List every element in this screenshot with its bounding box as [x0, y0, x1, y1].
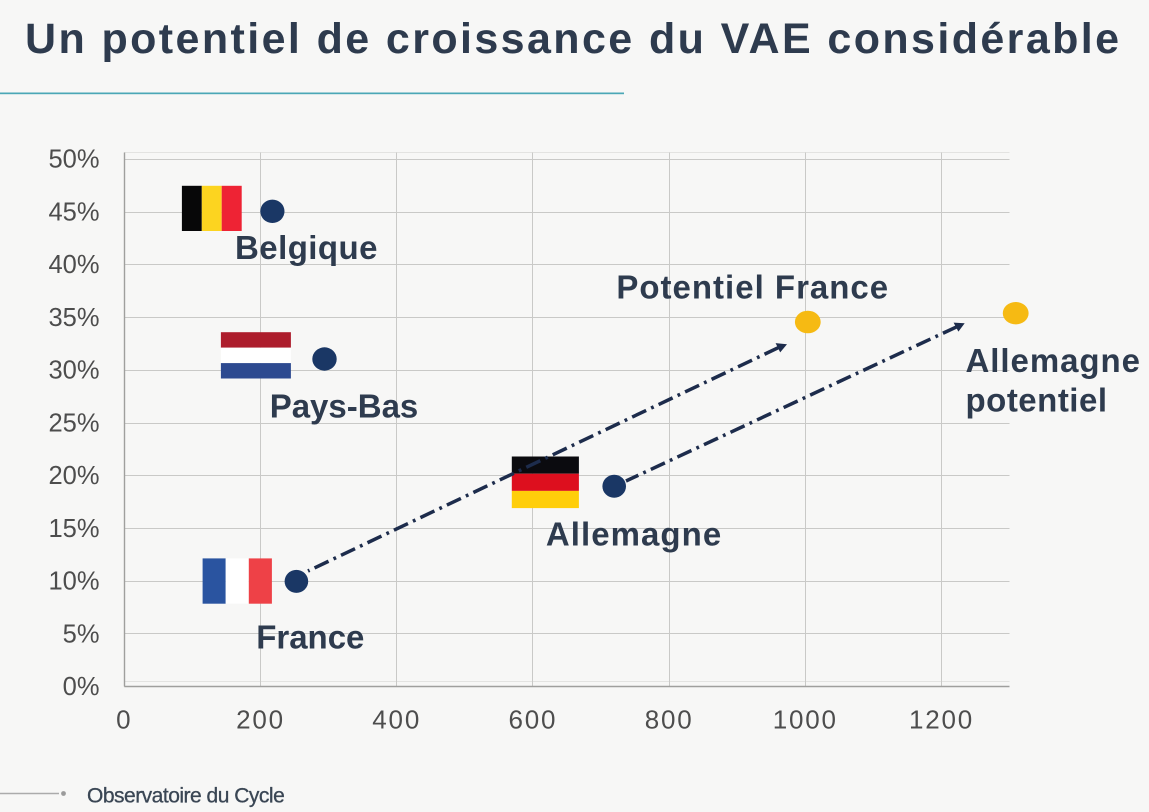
svg-text:50%: 50% [48, 146, 99, 174]
svg-text:1000: 1000 [773, 705, 838, 735]
svg-text:Observatoire du Cycle: Observatoire du Cycle [87, 785, 284, 808]
svg-text:30%: 30% [48, 357, 99, 385]
svg-text:potentiel: potentiel [966, 382, 1108, 419]
svg-text:200: 200 [236, 705, 285, 735]
svg-text:Allemagne: Allemagne [546, 515, 722, 552]
svg-text:20%: 20% [48, 462, 99, 490]
svg-text:10%: 10% [48, 568, 99, 596]
svg-text:France: France [256, 619, 364, 656]
svg-text:0%: 0% [63, 673, 100, 701]
svg-text:400: 400 [372, 705, 421, 735]
svg-text:Un potentiel de croissance du: Un potentiel de croissance du VAE consid… [25, 15, 1121, 63]
svg-text:25%: 25% [48, 409, 99, 437]
svg-text:5%: 5% [63, 620, 100, 648]
svg-text:35%: 35% [48, 304, 99, 332]
svg-text:15%: 15% [48, 515, 99, 543]
svg-text:600: 600 [509, 705, 558, 735]
svg-text:Potentiel France: Potentiel France [616, 268, 889, 305]
svg-text:45%: 45% [48, 198, 99, 226]
svg-text:40%: 40% [48, 251, 99, 279]
svg-text:0: 0 [116, 705, 132, 735]
svg-text:Pays-Bas: Pays-Bas [270, 388, 419, 425]
svg-text:800: 800 [645, 705, 694, 735]
svg-text:Belgique: Belgique [235, 229, 378, 266]
svg-text:1200: 1200 [909, 705, 974, 735]
svg-text:Allemagne: Allemagne [966, 342, 1141, 379]
